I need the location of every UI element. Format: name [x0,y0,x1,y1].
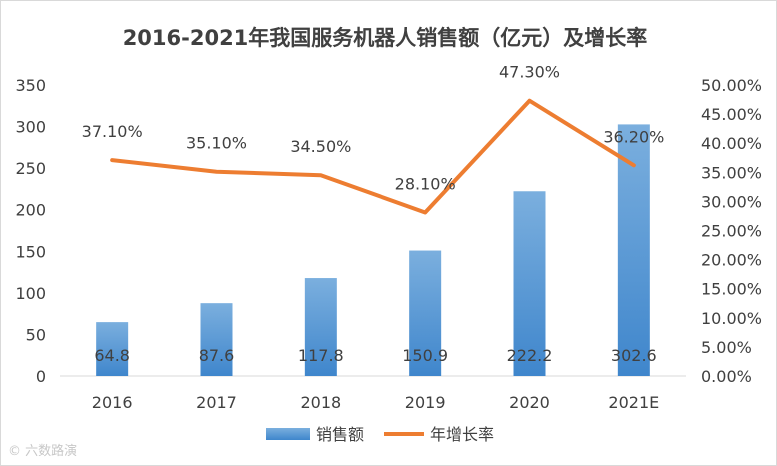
x-tick-label: 2017 [196,393,237,412]
y-left-tick-label: 300 [15,118,46,137]
y-right-tick-label: 45.00% [701,105,762,124]
line-data-label: 36.20% [603,127,664,146]
y-right-tick-label: 10.00% [701,309,762,328]
bar-data-label: 302.6 [611,346,657,365]
y-left-tick-label: 350 [15,76,46,95]
bar-data-label: 222.2 [507,346,553,365]
x-tick-label: 2020 [509,393,550,412]
y-right-tick-label: 30.00% [701,192,762,211]
bar-data-label: 150.9 [402,346,448,365]
bar-data-labels: 64.8 87.6 117.8 150.9 222.2 302.6 [94,346,656,365]
legend-bar-label: 销售额 [316,425,364,444]
y-right-tick-label: 5.00% [701,338,752,357]
y-right-tick-label: 50.00% [701,76,762,95]
y-axis-left: 0 50 100 150 200 250 300 350 [15,76,46,386]
legend: 销售额 年增长率 [266,425,494,444]
watermark-text: © 六数路演 [8,444,78,459]
y-right-tick-label: 25.00% [701,222,762,241]
bar [617,124,650,376]
y-right-tick-label: 20.00% [701,251,762,270]
legend-bar-swatch [266,428,310,440]
y-right-tick-label: 0.00% [701,367,752,386]
y-left-tick-label: 0 [36,367,46,386]
growth-rate-line [110,98,636,215]
line-data-label: 35.10% [186,134,247,153]
x-axis-ticks: 2016 2017 2018 2019 2020 2021E [92,393,659,412]
y-left-tick-label: 200 [15,201,46,220]
legend-line-label: 年增长率 [430,425,494,444]
line-data-label: 47.30% [499,63,560,82]
line-data-labels: 37.10% 35.10% 34.50% 28.10% 47.30% 36.20% [82,63,665,194]
y-left-tick-label: 50 [26,325,46,344]
y-left-tick-label: 250 [15,159,46,178]
y-axis-right: 0.00% 5.00% 10.00% 15.00% 20.00% 25.00% 30.00%… [701,76,762,386]
x-tick-label: 2019 [405,393,446,412]
y-right-tick-label: 35.00% [701,163,762,182]
bar-data-label: 87.6 [199,346,235,365]
bar [200,303,233,376]
y-right-tick-label: 40.00% [701,134,762,153]
x-tick-label: 2018 [300,393,341,412]
x-tick-label: 2016 [92,393,133,412]
chart-title: 2016-2021年我国服务机器人销售额（亿元）及增长率 [123,26,648,50]
bar [409,250,442,376]
line-data-label: 34.50% [290,137,351,156]
y-right-tick-label: 15.00% [701,280,762,299]
bar-data-label: 117.8 [298,346,344,365]
line-series [110,98,636,215]
x-tick-label: 2021E [608,393,659,412]
bar [96,322,129,376]
line-data-label: 37.10% [82,122,143,141]
bar [304,278,337,376]
bar-data-label: 64.8 [94,346,130,365]
line-data-label: 28.10% [395,174,456,193]
y-left-tick-label: 100 [15,284,46,303]
bar-series [96,124,650,376]
y-left-tick-label: 150 [15,242,46,261]
bar [513,191,546,376]
